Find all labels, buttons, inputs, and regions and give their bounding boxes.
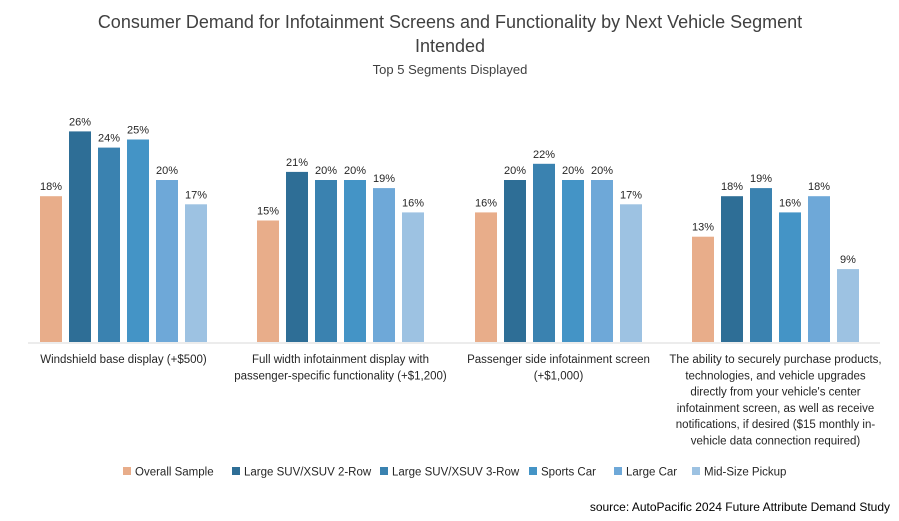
data-label-g1-s5: 20% — [156, 165, 178, 177]
data-label-g4-s4: 16% — [779, 197, 801, 209]
bar-g2-s2 — [286, 171, 308, 342]
bar-g3-s3 — [533, 163, 555, 342]
category-label-2-line-1: Full width infotainment display with — [252, 354, 429, 366]
data-label-g4-s1: 13% — [692, 222, 714, 234]
legend-swatch-6 — [692, 467, 700, 475]
bar-g3-s6 — [620, 204, 642, 342]
legend-swatch-3 — [380, 467, 388, 475]
legend-swatch-5 — [614, 467, 622, 475]
data-label-g4-s6: 9% — [840, 254, 856, 266]
data-label-g1-s2: 26% — [69, 116, 91, 128]
bar-g2-s3 — [315, 180, 337, 342]
bar-g3-s1 — [475, 212, 497, 342]
legend-swatch-2 — [232, 467, 240, 475]
bar-g2-s4 — [344, 180, 366, 342]
legend-label-4: Sports Car — [541, 467, 596, 479]
bar-g1-s3 — [98, 147, 120, 342]
data-label-g2-s3: 20% — [315, 165, 337, 177]
bar-g4-s4 — [779, 212, 801, 342]
bar-g4-s2 — [721, 196, 743, 342]
bar-g4-s1 — [692, 236, 714, 342]
category-labels: Windshield base display (+$500) Full widt… — [40, 354, 881, 448]
category-label-1-line-1: Windshield base display (+$500) — [40, 354, 207, 366]
category-label-4-line-2: technologies, and vehicle upgrades — [685, 370, 866, 382]
data-label-g4-s2: 18% — [721, 181, 743, 193]
data-label-g2-s4: 20% — [344, 165, 366, 177]
data-label-g4-s3: 19% — [750, 173, 772, 185]
data-label-g4-s5: 18% — [808, 181, 830, 193]
legend-label-3: Large SUV/XSUV 3-Row — [392, 467, 520, 479]
legend-label-5: Large Car — [626, 467, 677, 479]
category-label-3-line-2: (+$1,000) — [534, 370, 584, 382]
data-label-g3-s1: 16% — [475, 197, 497, 209]
category-label-3-line-1: Passenger side infotainment screen — [467, 354, 650, 366]
legend-swatch-1 — [123, 467, 131, 475]
data-label-g2-s2: 21% — [286, 157, 308, 169]
chart-subtitle: Top 5 Segments Displayed — [373, 62, 528, 77]
bar-g1-s5 — [156, 180, 178, 342]
legend-label-1: Overall Sample — [135, 467, 214, 479]
bar-g4-s3 — [750, 188, 772, 342]
category-label-2-line-2: passenger-specific functionality (+$1,20… — [234, 370, 447, 382]
category-label-4-line-6: vehicle data connection required) — [691, 436, 861, 448]
data-label-g3-s4: 20% — [562, 165, 584, 177]
data-label-g3-s2: 20% — [504, 165, 526, 177]
bar-g2-s6 — [402, 212, 424, 342]
bar-g4-s6 — [837, 269, 859, 342]
bars-layer: 18% 26% 24% 25% 20% 17% 15% 21% 20% 20% 19% 16% 16% 2… — [40, 116, 859, 342]
data-label-g2-s5: 19% — [373, 173, 395, 185]
chart-title-line-1: Consumer Demand for Infotainment Screens… — [98, 12, 802, 32]
data-label-g1-s6: 17% — [185, 189, 207, 201]
chart-title-line-2: Intended — [415, 36, 485, 56]
data-label-g3-s6: 17% — [620, 189, 642, 201]
bar-g2-s5 — [373, 188, 395, 342]
legend-label-6: Mid-Size Pickup — [704, 467, 786, 479]
data-label-g3-s5: 20% — [591, 165, 613, 177]
legend-swatch-4 — [529, 467, 537, 475]
data-label-g2-s6: 16% — [402, 197, 424, 209]
bar-g3-s5 — [591, 180, 613, 342]
legend-label-2: Large SUV/XSUV 2-Row — [244, 467, 372, 479]
data-label-g3-s3: 22% — [533, 149, 555, 161]
bar-g1-s1 — [40, 196, 62, 342]
source-note: source: AutoPacific 2024 Future Attribut… — [590, 500, 890, 514]
category-label-4-line-4: infotainment screen, as well as receive — [677, 403, 875, 415]
bar-g1-s4 — [127, 139, 149, 342]
bar-g2-s1 — [257, 220, 279, 342]
category-label-4-line-3: directly from your vehicle's center — [690, 387, 860, 399]
category-label-4-line-1: The ability to securely purchase product… — [669, 354, 881, 366]
bar-g4-s5 — [808, 196, 830, 342]
category-label-4-line-5: notifications, if desired ($15 monthly i… — [676, 419, 876, 431]
legend: Overall Sample Large SUV/XSUV 2-Row Large … — [123, 467, 786, 479]
data-label-g1-s1: 18% — [40, 181, 62, 193]
data-label-g1-s3: 24% — [98, 133, 120, 145]
data-label-g1-s4: 25% — [127, 125, 149, 137]
bar-g1-s6 — [185, 204, 207, 342]
bar-g3-s4 — [562, 180, 584, 342]
bar-g1-s2 — [69, 131, 91, 342]
bar-g3-s2 — [504, 180, 526, 342]
data-label-g2-s1: 15% — [257, 206, 279, 218]
